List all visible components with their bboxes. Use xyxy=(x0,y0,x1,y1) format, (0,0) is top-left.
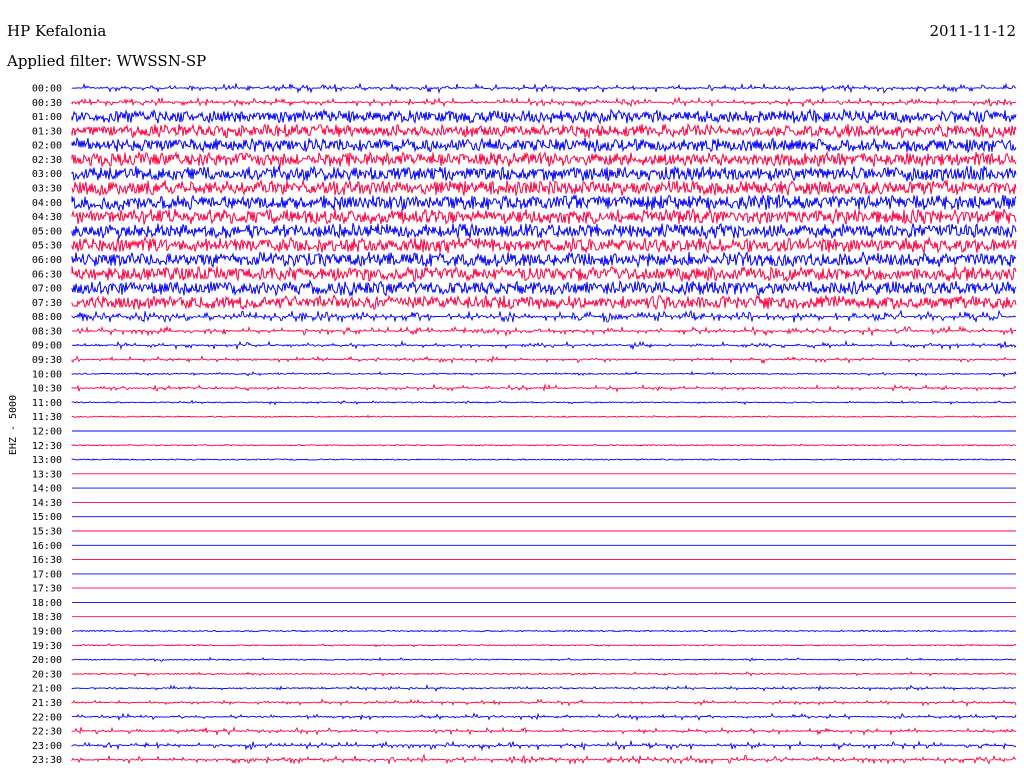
trace-line xyxy=(71,325,1016,338)
trace-line xyxy=(71,643,1017,648)
time-tick-label: 22:00 xyxy=(32,712,62,723)
trace-line xyxy=(71,399,1017,406)
time-tick-label: 06:30 xyxy=(32,269,62,280)
trace-line xyxy=(71,726,1017,736)
time-tick-label: 04:30 xyxy=(32,212,62,223)
time-tick-label: 05:00 xyxy=(32,226,62,237)
time-tick-label: 13:00 xyxy=(32,455,62,466)
channel-axis-label: EHZ - 5000 xyxy=(8,395,19,455)
time-tick-label: 07:00 xyxy=(32,284,62,295)
trace-line xyxy=(71,107,1017,125)
trace-line xyxy=(71,136,1017,154)
trace-line xyxy=(71,458,1017,461)
time-tick-label: 17:30 xyxy=(32,584,62,595)
time-tick-label: 10:30 xyxy=(32,384,62,395)
time-tick-label: 12:00 xyxy=(32,426,62,437)
time-tick-label: 03:00 xyxy=(32,169,62,180)
trace-line xyxy=(71,309,1016,323)
time-tick-label: 22:30 xyxy=(32,727,62,738)
filter-label: Applied filter: WWSSN-SP xyxy=(6,52,206,70)
trace-line xyxy=(71,354,1017,365)
trace-line xyxy=(71,235,1017,255)
trace-line xyxy=(71,370,1017,378)
time-tick-label: 15:00 xyxy=(32,512,62,523)
time-tick-label: 07:30 xyxy=(32,298,62,309)
trace-line xyxy=(71,222,1017,240)
time-tick-label: 11:00 xyxy=(32,398,62,409)
trace-line xyxy=(71,414,1017,418)
trace-line xyxy=(71,179,1017,196)
time-tick-label: 20:00 xyxy=(32,655,62,666)
trace-line xyxy=(71,122,1017,140)
time-tick-label: 16:00 xyxy=(32,541,62,552)
trace-line xyxy=(71,753,1017,766)
time-tick-label: 21:30 xyxy=(32,698,62,709)
time-tick-label: 01:30 xyxy=(32,126,62,137)
trace-line xyxy=(71,443,1017,447)
trace-line xyxy=(71,698,1017,708)
time-tick-label: 08:00 xyxy=(32,312,62,323)
trace-line xyxy=(71,671,1017,677)
trace-line xyxy=(71,164,1017,183)
trace-line xyxy=(71,740,1017,752)
trace-line xyxy=(71,383,1017,393)
time-tick-label: 02:00 xyxy=(32,141,62,152)
time-tick-label: 20:30 xyxy=(32,669,62,680)
trace-line xyxy=(71,265,1017,283)
trace-line xyxy=(71,629,1017,633)
time-tick-label: 23:00 xyxy=(32,741,62,752)
trace-line xyxy=(71,293,1017,311)
time-tick-label: 18:30 xyxy=(32,612,62,623)
time-tick-label: 23:30 xyxy=(32,755,62,766)
time-tick-label: 14:00 xyxy=(32,484,62,495)
time-tick-label: 09:30 xyxy=(32,355,62,366)
time-tick-label: 09:00 xyxy=(32,341,62,352)
trace-line xyxy=(71,279,1017,298)
time-tick-label: 15:30 xyxy=(32,526,62,537)
time-tick-label: 02:30 xyxy=(32,155,62,166)
trace-line xyxy=(71,656,1016,662)
trace-line xyxy=(71,193,1017,212)
time-tick-label: 10:00 xyxy=(32,369,62,380)
trace-line xyxy=(71,82,1017,94)
time-tick-labels: 00:00 00:30 01:00 01:30 02:00 02:30 03:00 03:30… xyxy=(32,84,62,767)
trace-line xyxy=(71,251,1017,269)
time-tick-label: 00:30 xyxy=(32,98,62,109)
time-tick-label: 18:00 xyxy=(32,598,62,609)
time-tick-label: 05:30 xyxy=(32,241,62,252)
time-tick-label: 16:30 xyxy=(32,555,62,566)
time-tick-label: 14:30 xyxy=(32,498,62,509)
time-tick-label: 19:00 xyxy=(32,627,62,638)
time-tick-label: 03:30 xyxy=(32,184,62,195)
time-tick-label: 13:30 xyxy=(32,469,62,480)
time-tick-label: 00:00 xyxy=(32,84,62,95)
time-tick-label: 19:30 xyxy=(32,641,62,652)
trace-line xyxy=(71,712,1017,722)
time-tick-label: 08:30 xyxy=(32,326,62,337)
date-label: 2011-11-12 xyxy=(930,22,1016,40)
time-tick-label: 21:00 xyxy=(32,684,62,695)
time-tick-label: 17:00 xyxy=(32,569,62,580)
time-tick-label: 01:00 xyxy=(32,112,62,123)
time-tick-label: 04:00 xyxy=(32,198,62,209)
trace-line xyxy=(71,96,1017,108)
trace-line xyxy=(71,207,1017,226)
trace-line xyxy=(71,339,1017,351)
time-tick-label: 06:00 xyxy=(32,255,62,266)
trace-line xyxy=(71,683,1017,692)
trace-line xyxy=(71,150,1017,169)
time-tick-label: 12:30 xyxy=(32,441,62,452)
station-title: HP Kefalonia xyxy=(7,22,106,40)
time-tick-label: 11:30 xyxy=(32,412,62,423)
seismic-traces xyxy=(71,82,1017,766)
